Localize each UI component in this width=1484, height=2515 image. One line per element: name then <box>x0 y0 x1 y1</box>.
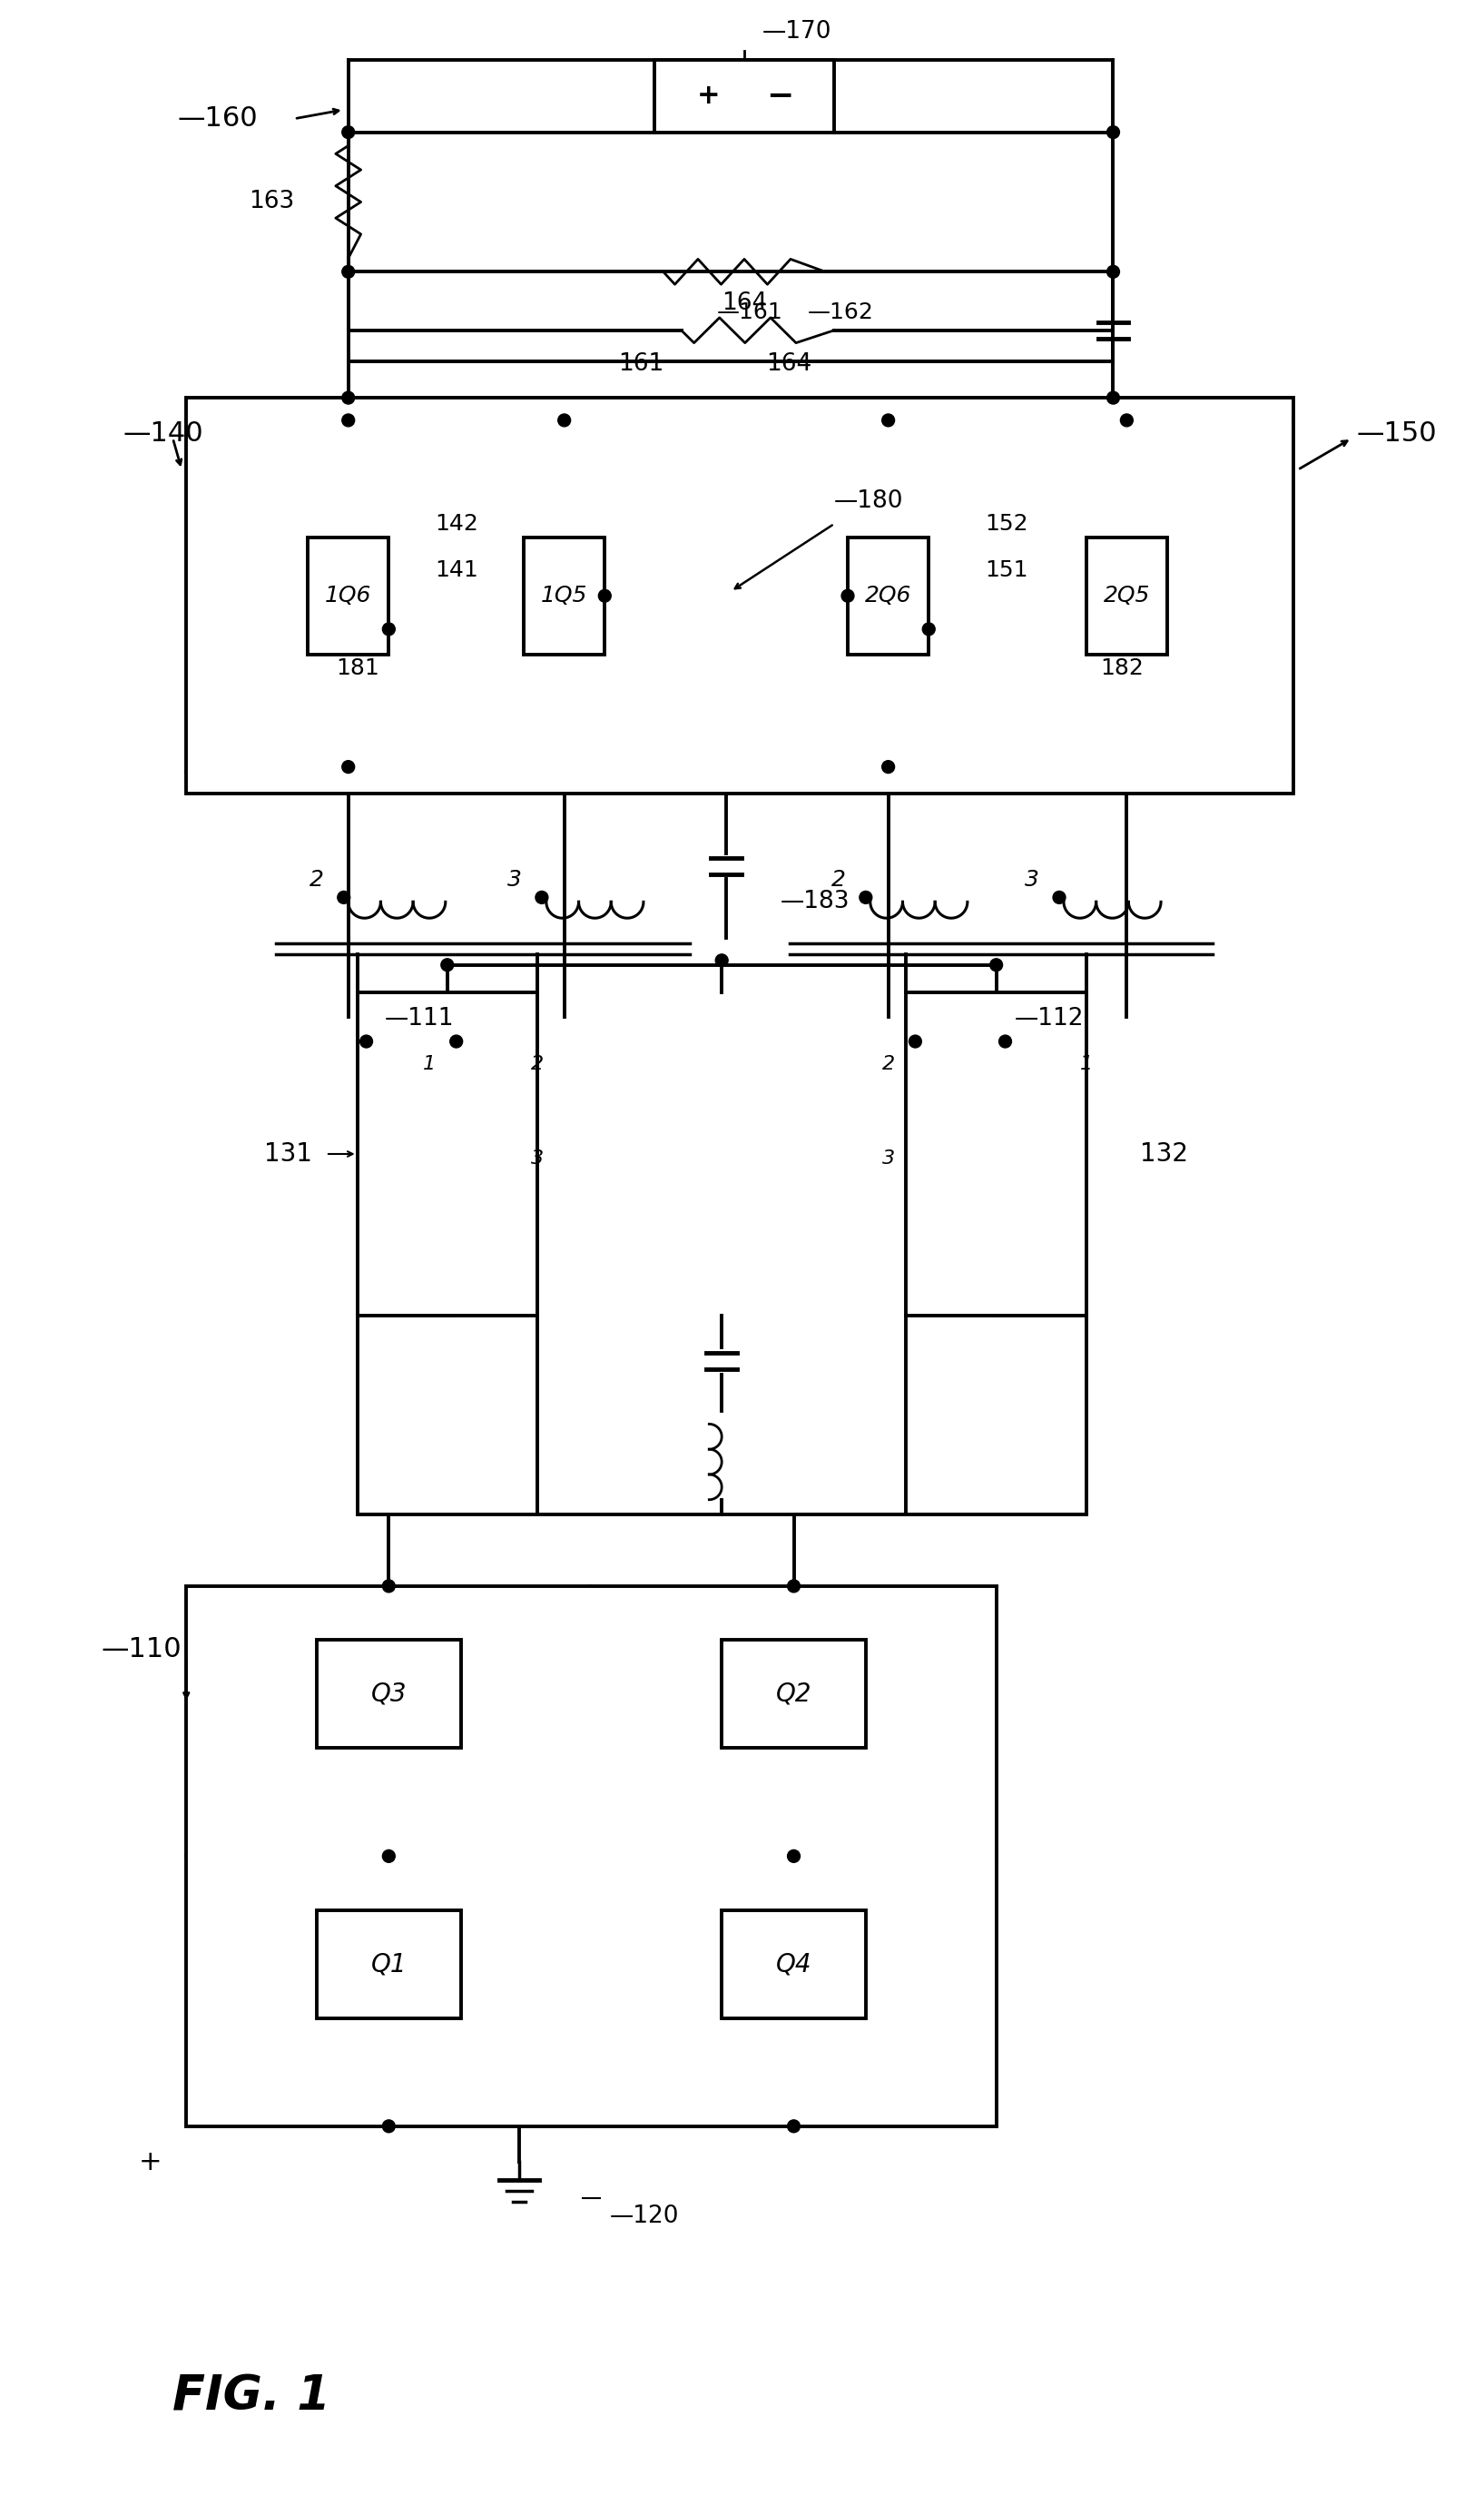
Circle shape <box>341 126 355 138</box>
Circle shape <box>859 890 873 903</box>
Circle shape <box>999 1036 1012 1049</box>
Text: —160: —160 <box>177 106 258 131</box>
Bar <box>847 538 929 654</box>
Text: 2: 2 <box>531 1054 543 1074</box>
Text: 2: 2 <box>831 868 846 890</box>
Bar <box>721 1911 865 2017</box>
Text: —161: —161 <box>717 302 784 322</box>
Text: 1: 1 <box>1080 1054 1092 1074</box>
Circle shape <box>337 890 350 903</box>
Text: 2Q5: 2Q5 <box>1104 586 1150 606</box>
Circle shape <box>383 2120 395 2133</box>
Text: Q4: Q4 <box>776 1952 812 1977</box>
Text: 164: 164 <box>721 292 767 314</box>
Circle shape <box>341 415 355 428</box>
Circle shape <box>788 1579 800 1592</box>
Bar <box>187 1587 996 2125</box>
Circle shape <box>1107 392 1119 405</box>
Bar <box>907 991 1086 1315</box>
Bar <box>316 1911 460 2017</box>
Bar <box>1086 538 1168 654</box>
Text: —140: —140 <box>123 420 203 448</box>
Text: —183: —183 <box>781 890 850 913</box>
Text: 1Q5: 1Q5 <box>542 586 588 606</box>
Text: 3: 3 <box>881 1149 895 1167</box>
Text: —180: —180 <box>834 490 904 513</box>
Circle shape <box>450 1036 463 1049</box>
Bar <box>721 1640 865 1748</box>
Circle shape <box>1120 415 1132 428</box>
Circle shape <box>558 415 570 428</box>
Text: —110: —110 <box>101 1635 181 1662</box>
Circle shape <box>788 1851 800 1864</box>
Circle shape <box>598 589 611 601</box>
Bar <box>524 538 605 654</box>
Circle shape <box>990 958 1003 971</box>
Circle shape <box>788 2120 800 2133</box>
Text: −: − <box>767 80 794 111</box>
Circle shape <box>383 1579 395 1592</box>
Text: Q2: Q2 <box>776 1683 812 1708</box>
Circle shape <box>841 589 853 601</box>
Text: 164: 164 <box>766 352 812 377</box>
Text: 2: 2 <box>310 868 324 890</box>
Circle shape <box>1054 890 1066 903</box>
Text: 1: 1 <box>423 1054 436 1074</box>
Text: FIG. 1: FIG. 1 <box>172 2372 331 2419</box>
Circle shape <box>341 267 355 279</box>
Text: —111: —111 <box>384 1006 454 1031</box>
Text: +: + <box>696 83 720 108</box>
Circle shape <box>383 624 395 636</box>
Text: 2: 2 <box>881 1054 895 1074</box>
Circle shape <box>715 953 729 966</box>
Text: 3: 3 <box>1025 868 1039 890</box>
Bar <box>187 397 1293 795</box>
Circle shape <box>361 1036 372 1049</box>
Text: 141: 141 <box>435 561 478 581</box>
Text: —170: —170 <box>763 20 831 43</box>
Text: Q1: Q1 <box>371 1952 407 1977</box>
Text: —112: —112 <box>1014 1006 1083 1031</box>
Text: +: + <box>138 2148 162 2175</box>
Circle shape <box>1107 126 1119 138</box>
Circle shape <box>881 760 895 772</box>
Text: 3: 3 <box>508 868 522 890</box>
Circle shape <box>881 415 895 428</box>
Text: 142: 142 <box>435 513 478 536</box>
Text: —162: —162 <box>807 302 874 322</box>
Text: —120: —120 <box>610 2206 678 2228</box>
Circle shape <box>1107 267 1119 279</box>
Text: 161: 161 <box>617 352 663 377</box>
Text: 132: 132 <box>1140 1142 1189 1167</box>
Text: —150: —150 <box>1356 420 1437 448</box>
Bar <box>316 1640 460 1748</box>
Text: 151: 151 <box>985 561 1028 581</box>
Text: 131: 131 <box>264 1142 312 1167</box>
Text: 152: 152 <box>985 513 1028 536</box>
Bar <box>358 991 537 1315</box>
Bar <box>654 60 834 133</box>
Text: 3: 3 <box>531 1149 543 1167</box>
Text: 1Q6: 1Q6 <box>325 586 371 606</box>
Text: 163: 163 <box>249 189 294 214</box>
Circle shape <box>536 890 548 903</box>
Bar <box>307 538 389 654</box>
Text: 2Q6: 2Q6 <box>865 586 911 606</box>
Text: 181: 181 <box>335 656 378 679</box>
Circle shape <box>341 392 355 405</box>
Circle shape <box>341 760 355 772</box>
Circle shape <box>441 958 454 971</box>
Text: 182: 182 <box>1101 656 1144 679</box>
Text: Q3: Q3 <box>371 1683 407 1708</box>
Circle shape <box>923 624 935 636</box>
Circle shape <box>383 1851 395 1864</box>
Circle shape <box>908 1036 922 1049</box>
